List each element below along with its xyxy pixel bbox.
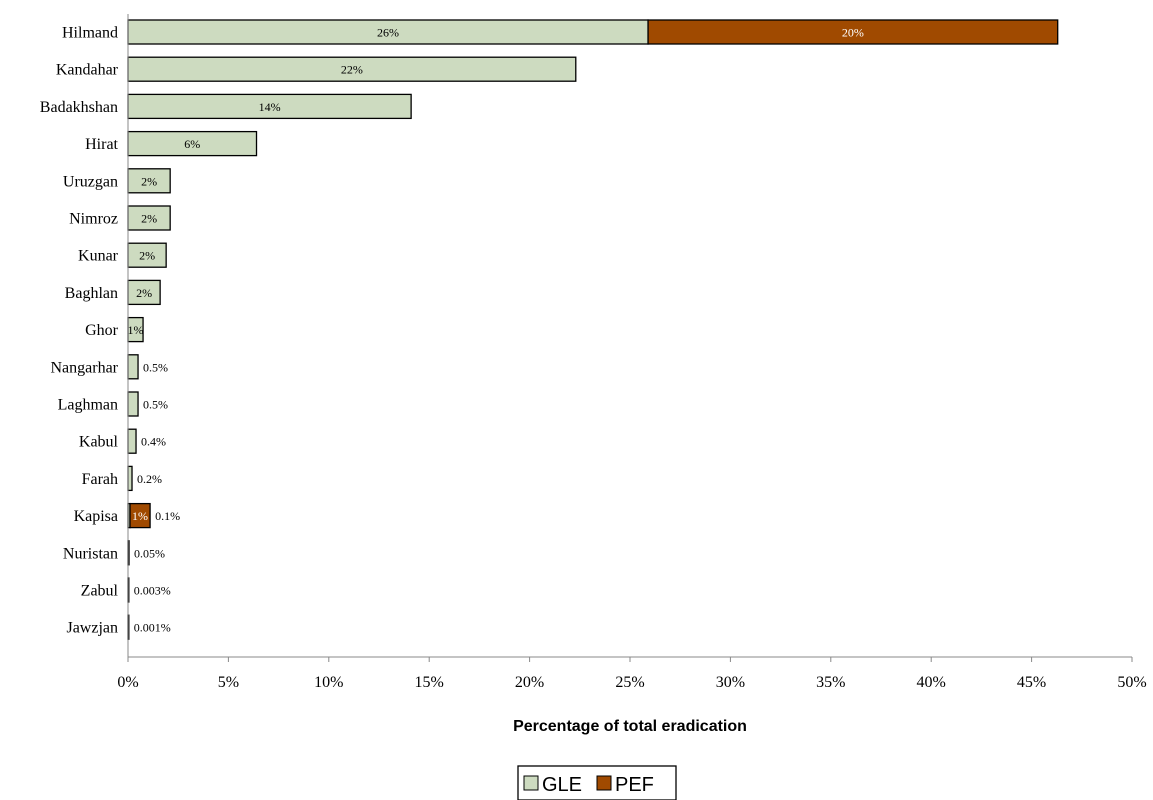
- data-label-gle: 2%: [139, 249, 155, 263]
- category-label: Nimroz: [69, 211, 118, 228]
- bar-pef: [129, 502, 151, 529]
- bar-gle: [127, 205, 171, 231]
- data-label-gle: 0.4%: [141, 435, 166, 449]
- category-label: Kandahar: [56, 62, 119, 79]
- category-label: Kapisa: [74, 508, 118, 525]
- legend: GLE PEF: [517, 765, 677, 800]
- bar-gle: [127, 130, 258, 157]
- x-tick-label: 25%: [615, 674, 644, 691]
- data-label-gle: 0.5%: [143, 398, 168, 412]
- data-label-gle: 1%: [128, 323, 144, 337]
- x-tick-label: 45%: [1017, 674, 1046, 691]
- x-tick-label: 40%: [917, 674, 946, 691]
- bar-pef: [647, 19, 1059, 45]
- category-label: Nuristan: [63, 545, 118, 562]
- axes: 0% 5% 10% 15% 20% 25% 30% 35% 40% 45% 50%: [117, 14, 1147, 691]
- x-tick-label: 0%: [117, 674, 138, 691]
- data-labels: 20% 26% 22% 14% 6% 2% 2% 2% 2% 1% 0.5% 0.5% 0.4% 0.2%…: [128, 26, 864, 635]
- category-label: Hirat: [85, 136, 118, 153]
- data-label-gle: 0.05%: [134, 546, 165, 560]
- data-label-gle: 0.003%: [134, 584, 171, 598]
- bar-gle: [127, 391, 139, 417]
- data-label-gle: 0.5%: [143, 360, 168, 374]
- bar-gle: [127, 56, 577, 82]
- data-label-gle: 14%: [259, 100, 281, 114]
- x-tick-label: 30%: [716, 674, 745, 691]
- x-tick-label: 20%: [515, 674, 544, 691]
- category-label: Nangarhar: [50, 359, 118, 376]
- data-label-gle: 0.2%: [137, 472, 162, 486]
- bars-layer: [127, 19, 1059, 640]
- data-label-pef: 20%: [842, 26, 864, 40]
- legend-label-pef: PEF: [615, 774, 654, 796]
- legend-swatch-gle: [523, 775, 539, 791]
- x-tick-label: 50%: [1117, 674, 1146, 691]
- data-label-gle: 2%: [136, 286, 152, 300]
- data-label-gle: 2%: [141, 212, 157, 226]
- data-label-gle: 2%: [141, 174, 157, 188]
- category-label: Badakhshan: [40, 99, 118, 116]
- category-label: Jawzjan: [66, 620, 118, 637]
- category-label: Laghman: [58, 397, 118, 414]
- data-label-gle: 0.1%: [155, 509, 180, 523]
- data-label-pef: 1%: [132, 509, 148, 523]
- category-label: Hilmand: [62, 25, 118, 42]
- category-label: Kunar: [78, 248, 119, 265]
- bar-gle: [127, 93, 412, 120]
- bar-gle: [127, 465, 133, 492]
- x-tick-label: 10%: [314, 674, 343, 691]
- bar-gle: [127, 428, 137, 454]
- category-label: Zabul: [81, 583, 119, 600]
- category-labels: Hilmand Kandahar Badakhshan Hirat Uruzgan Nim…: [40, 25, 119, 637]
- x-tick-label: 35%: [816, 674, 845, 691]
- data-label-gle: 26%: [377, 26, 399, 40]
- data-label-gle: 0.001%: [134, 621, 171, 635]
- legend-label-gle: GLE: [542, 774, 582, 796]
- x-axis-title: Percentage of total eradication: [513, 718, 747, 735]
- category-label: Kabul: [79, 434, 119, 451]
- legend-swatch-pef: [596, 775, 612, 791]
- x-tick-label: 15%: [415, 674, 444, 691]
- category-label: Ghor: [85, 322, 119, 339]
- x-tick-label: 5%: [218, 674, 239, 691]
- data-label-gle: 6%: [184, 137, 200, 151]
- category-label: Uruzgan: [63, 173, 118, 190]
- data-label-gle: 22%: [341, 63, 363, 77]
- category-label: Baghlan: [65, 285, 118, 302]
- category-label: Farah: [82, 471, 118, 488]
- bar-gle: [127, 354, 139, 380]
